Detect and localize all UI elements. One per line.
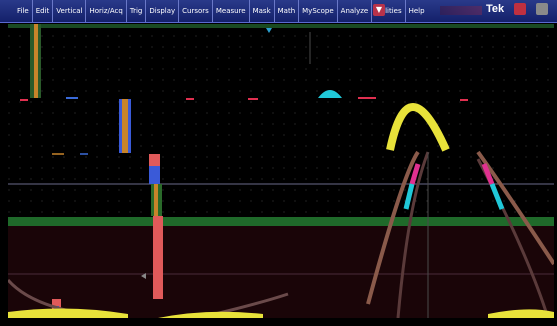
trace-magenta-right <box>481 163 495 185</box>
menu-help[interactable]: Help <box>408 7 425 15</box>
trace-magenta-left <box>409 163 421 185</box>
menu-display[interactable]: Display <box>146 0 180 22</box>
trace-column-blue-mid <box>149 166 160 184</box>
menu-file[interactable]: File <box>14 0 33 22</box>
trace-yellow-arch <box>386 103 450 152</box>
caret-down-icon[interactable]: ▼ <box>373 4 385 16</box>
trace-brown-right <box>476 150 554 266</box>
trace-column-red <box>153 216 163 299</box>
trace-yellow-bottom-right <box>488 309 554 318</box>
menu-utilities[interactable]: Utilities <box>372 0 406 22</box>
minimize-icon[interactable] <box>514 3 526 15</box>
channel-region-red <box>8 222 554 318</box>
trace-column-orange-mid <box>154 184 158 216</box>
top-band <box>8 24 554 28</box>
menu-cursors[interactable]: Cursors <box>179 0 213 22</box>
menu-math[interactable]: Math <box>275 0 300 22</box>
trace-cyan-left <box>403 183 415 210</box>
trace-yellow-bottom-mid <box>158 311 263 318</box>
channel-marker-arrow[interactable] <box>141 273 146 279</box>
trace-cyan-right <box>489 183 505 210</box>
trace-brown-left <box>366 150 420 305</box>
close-icon[interactable] <box>536 3 548 15</box>
green-trace-band <box>8 217 554 226</box>
trigger-position-marker[interactable] <box>266 28 272 33</box>
waveform-display[interactable] <box>8 24 554 318</box>
menu: File Edit Vertical Horiz/Acq Trig Displa… <box>0 0 428 22</box>
menu-edit[interactable]: Edit <box>33 0 54 22</box>
menu-myscope[interactable]: MyScope <box>299 0 338 22</box>
trace-brown-left-2 <box>396 151 430 318</box>
menu-trig[interactable]: Trig <box>127 0 147 22</box>
trace-column-orange-2 <box>122 99 128 153</box>
trace-column-orange <box>34 24 38 98</box>
menu-measure[interactable]: Measure <box>213 0 250 22</box>
status-strip <box>0 318 557 326</box>
brand-logo: Tek <box>486 3 505 15</box>
menu-vertical[interactable]: Vertical <box>53 0 87 22</box>
trace-cyan-bump <box>318 90 342 98</box>
menu-mask[interactable]: Mask <box>250 0 275 22</box>
trace-column-red-top <box>149 154 160 166</box>
menu-analyze[interactable]: Analyze <box>338 0 373 22</box>
menu-horiz-acq[interactable]: Horiz/Acq <box>86 0 127 22</box>
brand-decor <box>440 6 482 15</box>
trace-yellow-bottom-left <box>8 308 128 318</box>
menu-bar: File Edit Vertical Horiz/Acq Trig Displa… <box>0 0 557 23</box>
